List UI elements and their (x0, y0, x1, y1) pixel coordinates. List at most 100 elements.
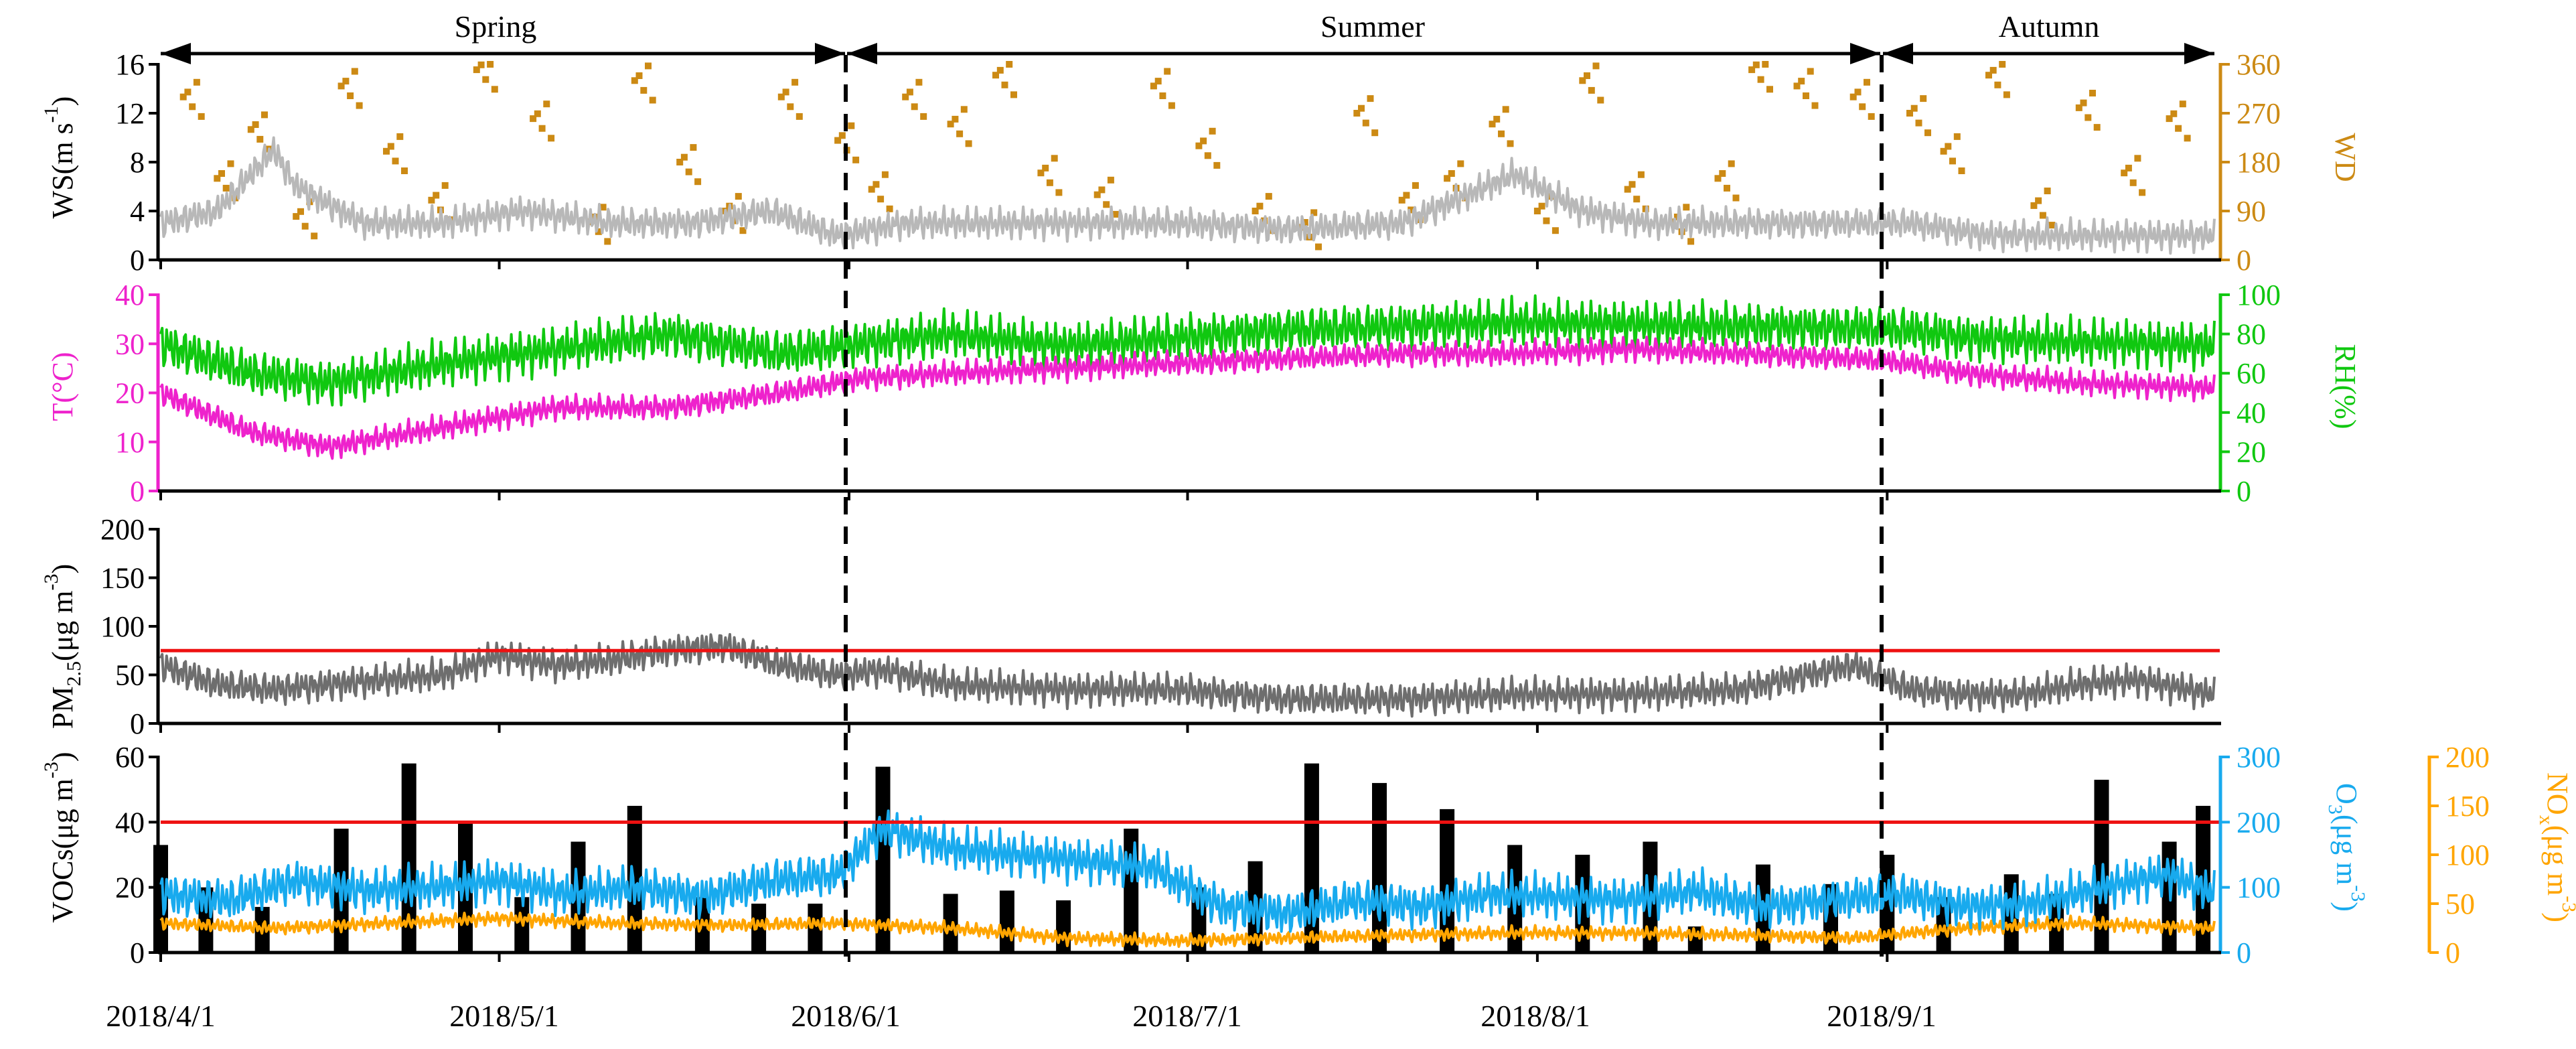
wd-point (311, 232, 318, 240)
vocs-bar (1880, 855, 1895, 953)
wd-point (1940, 147, 1947, 155)
pm25-axis-title: PM2.5(μg m-3) (40, 564, 85, 729)
wd-point (852, 156, 860, 163)
wd-point (1448, 170, 1455, 177)
wd-point (1042, 164, 1049, 171)
rh-series (159, 294, 2216, 407)
o3-axis-tick-label: 100 (2237, 871, 2281, 904)
wd-point (595, 228, 602, 235)
wd-point (2089, 90, 2096, 96)
wd-point (735, 193, 742, 200)
rh-axis-tick-label: 80 (2237, 318, 2266, 351)
date-tick-label: 2018/7/1 (1132, 999, 1242, 1033)
wd-point (2175, 125, 2182, 132)
o3-axis-tick-label: 200 (2237, 806, 2281, 839)
ws-axis-title: WS(m s-1) (40, 96, 79, 219)
wd-point (293, 213, 300, 220)
wd-point (1958, 167, 1965, 174)
o3-axis-title: O3(μg m-3) (2324, 783, 2369, 912)
wd-point (1633, 196, 1641, 203)
wd-point (1798, 78, 1805, 85)
season-dividers (844, 55, 1884, 965)
panel-ws-wd: 0 4 8 12 16 0 90 180 270 360 WS(m s-1) WD (40, 48, 2362, 277)
wd-point (189, 103, 196, 111)
vocs-o3-nox-axes: 0 20 40 60 0 100 200 300 0 50 100 150 200 (115, 741, 2490, 969)
vocs-axis-tick-label: 60 (115, 741, 145, 774)
wd-point (1213, 161, 1221, 169)
wd-point (1301, 219, 1308, 226)
wd-point (491, 86, 498, 93)
wd-point (1310, 209, 1318, 216)
wd-point (487, 61, 494, 68)
t-axis-tick-label: 40 (115, 279, 145, 311)
wd-point (1403, 192, 1410, 199)
wd-point (1353, 110, 1361, 117)
wd-point (1412, 182, 1419, 189)
ws-axis-tick-label: 8 (130, 146, 145, 179)
wd-point (2085, 114, 2092, 121)
vocs-axis-tick-label: 0 (130, 936, 145, 969)
wd-point (1793, 82, 1801, 90)
wd-point (1854, 88, 1862, 96)
vocs-bar (1304, 763, 1319, 953)
nox-axis-tick-label: 50 (2445, 888, 2475, 920)
summer-arrow-right-icon (1850, 43, 1880, 64)
o3-axis-tick-label: 300 (2237, 741, 2281, 774)
wd-point (1168, 102, 1175, 109)
wd-point (599, 204, 607, 211)
wd-point (1864, 78, 1870, 86)
wd-point (1807, 68, 1814, 75)
wd-point (2170, 110, 2178, 117)
wd-point (1669, 218, 1677, 226)
pm25-series (159, 633, 2216, 718)
wd-point (401, 167, 408, 174)
rh-axis: 0 20 40 60 80 100 (2218, 279, 2281, 508)
wd-point (1538, 202, 1545, 210)
panel-t-rh: 0 10 20 30 40 0 20 40 60 80 100 T(°C) RH(%) (46, 279, 2362, 508)
vocs-bar (808, 904, 823, 953)
nox-axis-tick-label: 150 (2445, 790, 2490, 823)
wd-point (739, 227, 747, 234)
wd-point (1724, 184, 1730, 192)
wd-point (247, 126, 254, 133)
wd-point (1093, 191, 1101, 198)
nox-series (159, 910, 2216, 949)
wd-point (2121, 169, 2128, 177)
wd-point (947, 121, 954, 128)
wd-point (1859, 103, 1866, 111)
wd-point (297, 208, 304, 215)
wd-point (347, 92, 354, 99)
t-axis-tick-label: 20 (115, 377, 145, 410)
wd-point (1507, 140, 1514, 147)
wd-point (834, 137, 842, 144)
wd-point (680, 153, 688, 161)
wd-point (911, 103, 918, 111)
wd-point (441, 182, 449, 189)
wd-point (1584, 72, 1590, 79)
wd-point (881, 171, 889, 178)
spring-arrow-left-icon (161, 43, 191, 64)
wd-point (915, 78, 923, 86)
wd-point (1945, 143, 1952, 150)
ws-axis-tick-label: 16 (115, 48, 145, 81)
vocs-axis-title: VOCs(μg m-3) (40, 752, 79, 922)
rh-axis-tick-label: 0 (2237, 475, 2251, 508)
wd-point (787, 103, 794, 111)
pm25-axis-tick-label: 200 (100, 513, 145, 546)
wd-point (1953, 133, 1961, 140)
wd-point (1999, 61, 2006, 68)
wd-axis-tick-label: 360 (2237, 48, 2281, 81)
wd-point (1949, 157, 1956, 165)
vocs-axis-tick-label: 40 (115, 806, 145, 839)
pm25-axis-tick-label: 150 (100, 562, 145, 595)
vocs-bar (627, 806, 642, 953)
wd-point (383, 147, 390, 155)
wd-point (906, 88, 913, 96)
wd-point (198, 113, 205, 120)
rh-line (159, 294, 2216, 407)
wd-point (1010, 91, 1017, 98)
ws-axis-tick-label: 0 (130, 244, 145, 277)
ws-series (159, 136, 2216, 255)
wd-point (782, 88, 789, 96)
rh-axis-tick-label: 60 (2237, 357, 2266, 390)
